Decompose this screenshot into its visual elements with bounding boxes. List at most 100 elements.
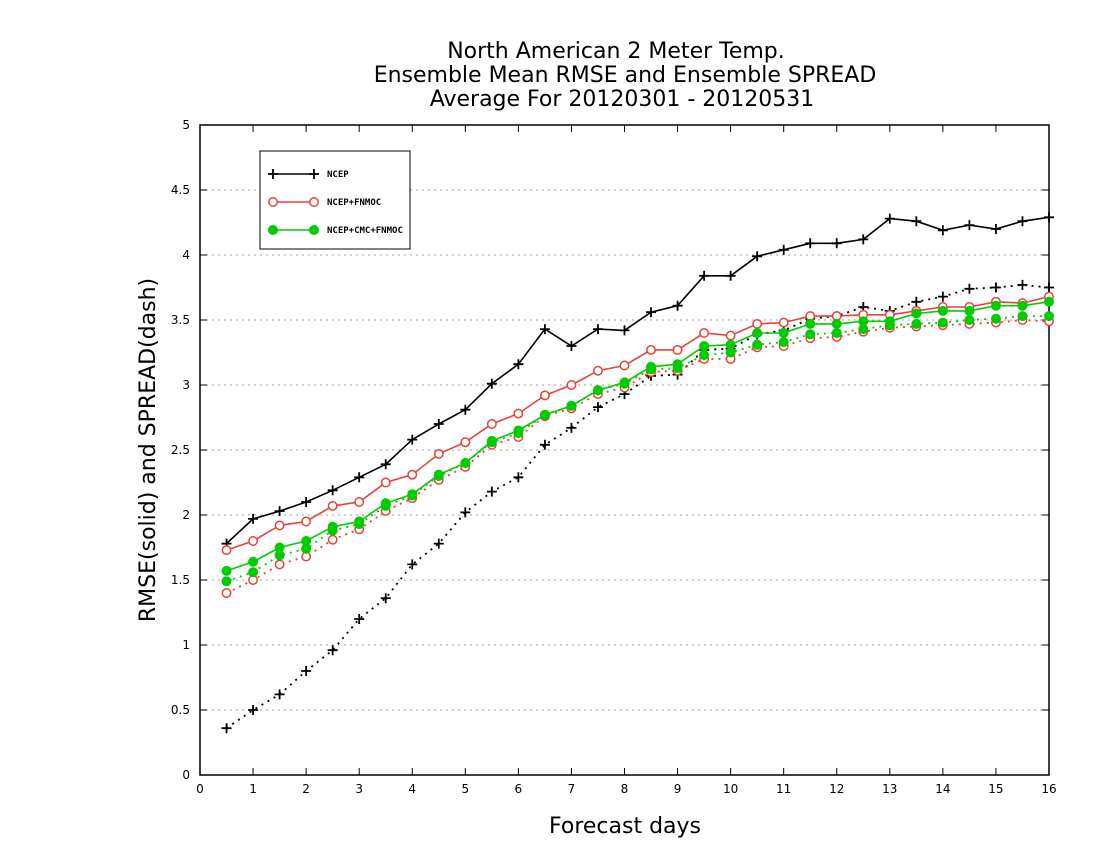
title-line-2: Ensemble Mean RMSE and Ensemble SPREAD [374, 63, 877, 88]
data-point-ncep-fnmoc-rmse [699, 328, 710, 338]
data-point-ncep-spread [964, 283, 975, 294]
data-point-ncep-spread [911, 296, 922, 307]
title-line-1: North American 2 Meter Temp. [447, 39, 785, 64]
series-line-ncep-fnmoc-spread [226, 319, 1050, 594]
x-tick-label: 9 [674, 782, 682, 796]
data-point-ncep-cmc-fnmoc-spread [937, 317, 948, 328]
data-point-ncep-rmse [433, 419, 444, 429]
x-tick-label: 11 [776, 782, 791, 796]
data-point-ncep-fnmoc-rmse [380, 477, 391, 488]
y-tick-label: 3 [182, 378, 190, 392]
data-point-ncep-cmc-fnmoc-rmse [937, 305, 948, 316]
x-tick-label: 13 [882, 782, 897, 796]
data-point-ncep-fnmoc-spread [327, 534, 338, 545]
data-point-ncep-cmc-fnmoc-rmse [884, 316, 895, 327]
x-tick-label: 14 [935, 782, 950, 796]
data-point-ncep-rmse [566, 341, 577, 351]
data-point-ncep-rmse [1017, 216, 1028, 227]
data-point-ncep-spread [327, 645, 338, 656]
data-point-ncep-fnmoc-spread [221, 588, 232, 598]
chart-title: North American 2 Meter Temp. Ensemble Me… [374, 39, 877, 112]
data-point-ncep-cmc-fnmoc-rmse [778, 328, 789, 338]
data-point-ncep-rmse [884, 213, 895, 224]
data-point-ncep-cmc-fnmoc-rmse [831, 318, 842, 329]
y-tick-label: 3.5 [171, 313, 190, 327]
data-point-ncep-rmse [407, 434, 418, 445]
data-point-ncep-cmc-fnmoc-rmse [752, 328, 763, 338]
data-point-ncep-spread [513, 472, 524, 483]
data-point-ncep-cmc-fnmoc-rmse [433, 469, 444, 480]
legend-item: NCEP+CMC+FNMOC [268, 225, 403, 236]
data-point-ncep-fnmoc-rmse [274, 520, 285, 531]
x-tick-label: 15 [988, 782, 1003, 796]
data-point-ncep-cmc-fnmoc-rmse [646, 361, 657, 372]
title-line-3: Average For 20120301 - 20120531 [430, 87, 815, 112]
data-point-ncep-rmse [619, 325, 630, 336]
data-point-ncep-fnmoc-rmse [433, 448, 444, 459]
data-point-ncep-spread [592, 402, 603, 413]
series-ncep-spread [221, 279, 1054, 734]
legend-item: NCEP+FNMOC [268, 197, 381, 208]
legend-marker [268, 225, 278, 235]
data-point-ncep-rmse [752, 251, 763, 262]
data-point-ncep-spread [937, 291, 948, 302]
x-tick-label: 4 [408, 782, 416, 796]
legend-marker [309, 225, 319, 235]
data-point-ncep-spread [1044, 282, 1054, 293]
series-line-ncep-cmc-fnmoc-rmse [226, 301, 1050, 572]
y-tick-label: 0 [182, 768, 190, 782]
legend-item: NCEP [268, 169, 349, 180]
series-ncep-rmse [221, 212, 1054, 549]
x-axis-title: Forecast days [549, 814, 701, 839]
axis-ticks: 0 1 2 3 4 5 6 7 8 9 10 11 12 13 14 15 1600.511.522.533.5… [171, 118, 1057, 796]
x-tick-label: 8 [621, 782, 629, 796]
data-point-ncep-rmse [301, 497, 312, 507]
data-point-ncep-rmse [380, 459, 391, 470]
data-point-ncep-rmse [990, 224, 1001, 234]
data-point-ncep-cmc-fnmoc-rmse [1044, 296, 1054, 307]
data-point-ncep-rmse [778, 244, 789, 255]
data-point-ncep-rmse [460, 404, 471, 415]
data-point-ncep-cmc-fnmoc-rmse [327, 521, 338, 532]
series-ncep-cmc-fnmoc-spread [221, 311, 1054, 587]
y-tick-label: 2 [182, 508, 190, 522]
y-axis-title: RMSE(solid) and SPREAD(dash) [136, 278, 161, 622]
series-line-ncep-rmse [225, 216, 1050, 545]
data-point-ncep-cmc-fnmoc-spread [831, 328, 842, 338]
data-point-ncep-cmc-fnmoc-spread [248, 567, 259, 578]
data-point-ncep-fnmoc-rmse [752, 318, 763, 329]
data-point-ncep-fnmoc-spread [274, 559, 285, 570]
data-point-ncep-rmse [725, 270, 736, 281]
data-point-ncep-rmse [672, 300, 683, 311]
data-point-ncep-rmse [964, 220, 975, 231]
legend-marker [268, 197, 278, 207]
legend-marker [309, 169, 319, 179]
data-point-ncep-cmc-fnmoc-spread [778, 337, 789, 348]
x-tick-label: 6 [515, 782, 523, 796]
data-point-ncep-spread [248, 705, 259, 715]
legend-marker [268, 169, 278, 179]
data-point-ncep-spread [354, 614, 365, 624]
data-point-ncep-cmc-fnmoc-rmse [221, 565, 232, 576]
data-point-ncep-spread [433, 538, 444, 549]
data-point-ncep-cmc-fnmoc-spread [964, 315, 975, 325]
data-point-ncep-cmc-fnmoc-spread [221, 576, 232, 587]
data-point-ncep-spread [566, 422, 577, 433]
data-point-ncep-rmse [592, 324, 603, 335]
data-point-ncep-spread [539, 439, 550, 450]
data-point-ncep-cmc-fnmoc-rmse [248, 556, 259, 567]
data-point-ncep-spread [221, 723, 232, 734]
data-point-ncep-fnmoc-rmse [778, 317, 789, 328]
data-point-ncep-rmse [486, 378, 497, 389]
data-point-ncep-rmse [699, 270, 710, 281]
data-point-ncep-cmc-fnmoc-rmse [274, 542, 285, 553]
legend-label: NCEP [327, 170, 349, 180]
x-tick-label: 2 [302, 782, 310, 796]
data-point-ncep-cmc-fnmoc-rmse [990, 300, 1001, 311]
data-point-ncep-fnmoc-rmse [513, 408, 524, 419]
data-point-ncep-cmc-fnmoc-spread [990, 313, 1001, 324]
data-point-ncep-cmc-fnmoc-rmse [911, 308, 922, 319]
data-point-ncep-fnmoc-rmse [407, 469, 418, 480]
data-point-ncep-cmc-fnmoc-rmse [672, 359, 683, 370]
